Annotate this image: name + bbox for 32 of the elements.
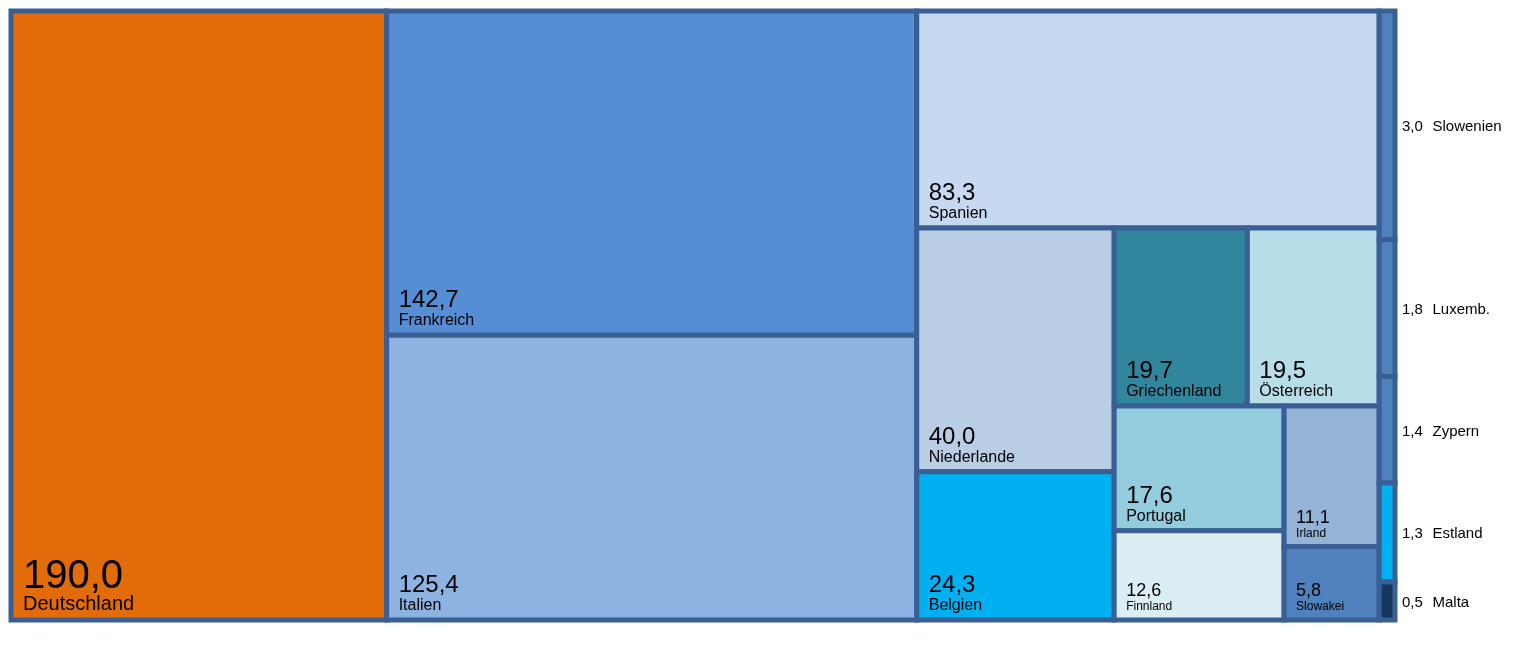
data-label: 19,7 [1126,356,1173,383]
data-label: 1,4 [1402,421,1423,439]
category-label: Italien [398,596,442,613]
category-label: Niederlande [928,447,1016,465]
data-label: 125,4 [398,570,459,597]
category-label: Griechenland [1126,382,1222,399]
category-label: Portugal [1126,506,1186,524]
data-label: 0,5 [1402,592,1423,610]
category-label: Estland [1432,524,1483,542]
data-label: 19,5 [1259,356,1307,383]
data-label: 83,3 [928,177,976,205]
data-label: 1,8 [1402,299,1423,317]
category-label: Slowakei [1296,599,1345,613]
data-label: 5,8 [1296,580,1322,600]
data-label: 142,7 [398,285,459,313]
category-label: Österreich [1259,382,1334,399]
data-label: 1,3 [1402,524,1423,542]
category-label: Frankreich [398,311,475,329]
category-label: Finnland [1126,599,1173,613]
category-label: Luxemb. [1432,299,1491,317]
category-label: Spanien [928,203,988,221]
data-label: 12,6 [1126,580,1162,600]
data-label: 24,3 [928,570,976,597]
category-label: Zypern [1432,421,1480,439]
data-label: 3,0 [1402,117,1423,135]
category-label: Irland [1296,525,1327,540]
category-label: Malta [1432,592,1470,610]
category-label: Slowenien [1432,117,1502,135]
data-label: 17,6 [1126,480,1173,508]
data-label: 11,1 [1296,506,1330,527]
data-label: 40,0 [928,421,976,449]
category-label: Belgien [928,596,983,613]
